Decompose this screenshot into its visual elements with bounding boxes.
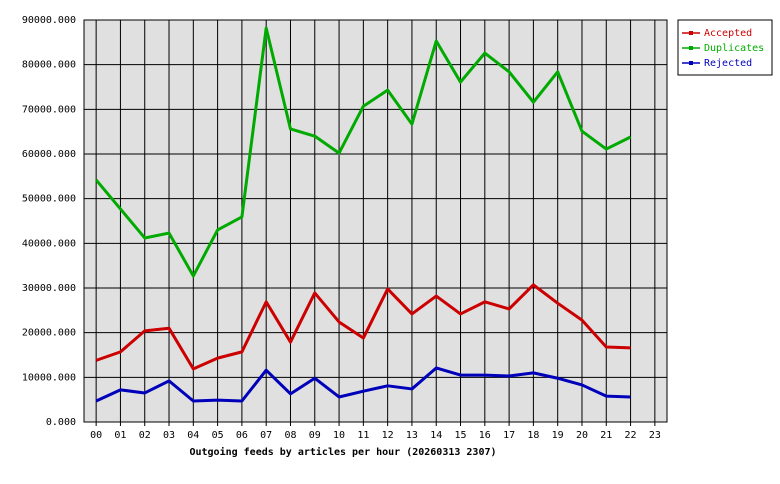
- x-tick-label: 16: [479, 430, 491, 441]
- plot-area: [84, 20, 667, 422]
- series-line: [95, 366, 631, 403]
- y-tick-label: 60000.000: [22, 149, 76, 160]
- legend-label: Rejected: [704, 58, 752, 69]
- x-tick-label: 20: [576, 430, 588, 441]
- x-tick-label: 02: [139, 430, 151, 441]
- plot-border: [83, 19, 668, 423]
- x-tick-label: 15: [454, 430, 466, 441]
- legend-label: Duplicates: [704, 43, 764, 54]
- x-tick-label: 19: [552, 430, 564, 441]
- x-tick-label: 08: [284, 430, 296, 441]
- x-tick-label: 03: [163, 430, 175, 441]
- x-tick-label: 09: [309, 430, 321, 441]
- x-tick-label: 14: [430, 430, 442, 441]
- x-tick-label: 13: [406, 430, 418, 441]
- y-tick-label: 80000.000: [22, 60, 76, 71]
- y-tick-label: 30000.000: [22, 283, 76, 294]
- x-tick-label: 05: [212, 430, 224, 441]
- x-tick-label: 11: [357, 430, 369, 441]
- x-tick-label: 21: [600, 430, 612, 441]
- x-tick-label: 17: [503, 430, 515, 441]
- y-tick-label: 40000.000: [22, 238, 76, 249]
- series-line: [94, 26, 632, 278]
- y-tick-label: 50000.000: [22, 194, 76, 205]
- legend-marker: [689, 61, 693, 65]
- y-tick-label: 0.000: [46, 417, 76, 428]
- legend-marker: [689, 31, 693, 35]
- x-tick-label: 10: [333, 430, 345, 441]
- x-tick-label: 23: [649, 430, 661, 441]
- x-tick-label: 00: [90, 430, 102, 441]
- y-tick-label: 20000.000: [22, 328, 76, 339]
- x-tick-label: 01: [114, 430, 126, 441]
- series-line: [95, 283, 631, 371]
- legend-marker: [689, 46, 693, 50]
- y-tick-label: 90000.000: [22, 15, 76, 26]
- x-tick-label: 06: [236, 430, 248, 441]
- y-tick-label: 70000.000: [22, 104, 76, 115]
- x-tick-label: 07: [260, 430, 272, 441]
- x-tick-label: 12: [382, 430, 394, 441]
- x-tick-label: 18: [527, 430, 539, 441]
- x-tick-label: 22: [625, 430, 637, 441]
- x-tick-label: 04: [187, 430, 199, 441]
- chart-title: Outgoing feeds by articles per hour (202…: [189, 446, 496, 458]
- y-tick-label: 10000.000: [22, 372, 76, 383]
- legend-label: Accepted: [704, 28, 752, 39]
